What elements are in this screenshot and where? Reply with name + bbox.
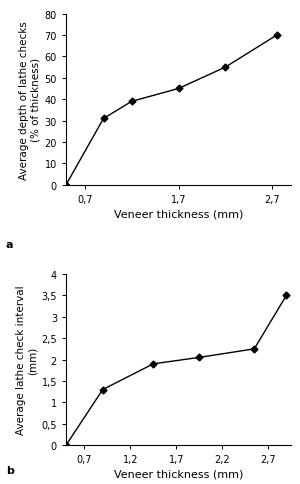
Y-axis label: Average lathe check interval
(mm): Average lathe check interval (mm)	[16, 285, 37, 435]
X-axis label: Veneer thickness (mm): Veneer thickness (mm)	[114, 469, 243, 478]
Text: b: b	[6, 465, 14, 475]
Text: a: a	[6, 240, 14, 250]
X-axis label: Veneer thickness (mm): Veneer thickness (mm)	[114, 209, 243, 219]
Y-axis label: Average depth of lathe checks
(% of thickness): Average depth of lathe checks (% of thic…	[19, 21, 40, 179]
